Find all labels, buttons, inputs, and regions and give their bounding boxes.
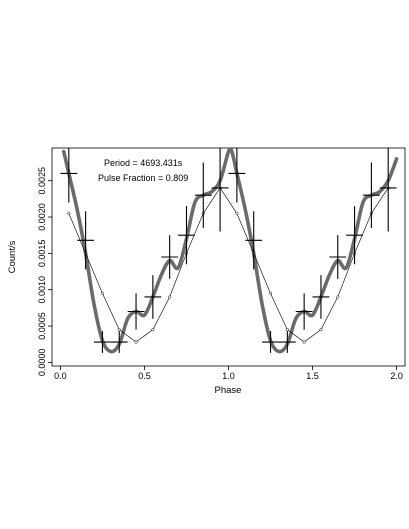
plot-area bbox=[60, 148, 399, 354]
smooth-model-curve bbox=[61, 148, 399, 354]
y-tick-label: 0.0020 bbox=[37, 203, 47, 231]
binned-data-errorbars bbox=[60, 148, 397, 353]
x-axis: 0.0 0.5 1.0 1.5 2.0 bbox=[54, 366, 403, 381]
x-tick-label: 0.5 bbox=[138, 371, 151, 381]
sinusoid-fit-point bbox=[319, 328, 323, 332]
sinusoid-fit-point bbox=[302, 340, 306, 344]
y-tick-label: 0.0025 bbox=[37, 167, 47, 195]
y-axis: 0.0000 0.0005 0.0010 0.0015 0.0020 0.0025 bbox=[37, 167, 52, 376]
sinusoid-fit-point bbox=[285, 328, 289, 332]
period-annotation: Period = 4693.431s bbox=[104, 158, 183, 168]
x-tick-label: 1.0 bbox=[222, 371, 235, 381]
sinusoid-fit-point bbox=[151, 328, 155, 332]
sinusoid-fit-point bbox=[100, 291, 104, 295]
sinusoid-fit-point bbox=[336, 295, 340, 299]
sinusoid-fit-point bbox=[67, 211, 71, 215]
sinusoid-fit-point bbox=[168, 295, 172, 299]
sinusoid-fit-point bbox=[235, 211, 239, 215]
sinusoid-fit-line bbox=[68, 187, 389, 343]
pulse-fraction-annotation: Pulse Fraction = 0.809 bbox=[98, 173, 188, 183]
sinusoid-fit-point bbox=[117, 328, 121, 332]
model-curve-line bbox=[61, 148, 399, 354]
y-axis-title: Count/s bbox=[7, 240, 18, 273]
x-tick-label: 2.0 bbox=[390, 371, 403, 381]
y-tick-label: 0.0000 bbox=[37, 349, 47, 377]
x-axis-title: Phase bbox=[215, 385, 242, 396]
y-tick-label: 0.0015 bbox=[37, 240, 47, 268]
sinusoid-fit-point bbox=[134, 340, 138, 344]
y-tick-label: 0.0010 bbox=[37, 276, 47, 304]
sinusoid-fit-point bbox=[268, 291, 273, 295]
x-tick-label: 0.0 bbox=[54, 371, 67, 381]
x-tick-label: 1.5 bbox=[306, 371, 319, 381]
y-tick-label: 0.0005 bbox=[37, 312, 47, 340]
